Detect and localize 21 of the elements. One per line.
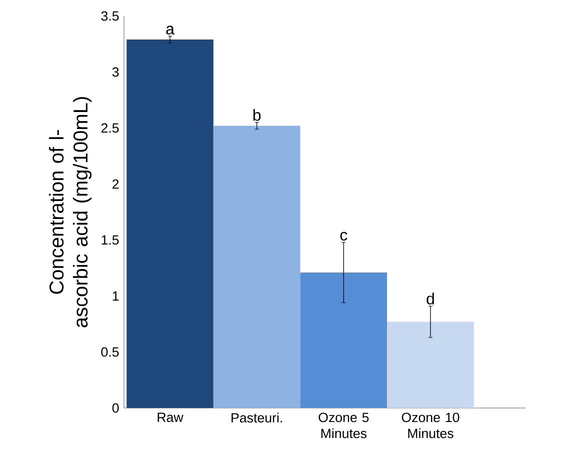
x-tick-label: Ozone 5 Minutes — [318, 412, 369, 438]
bar — [387, 322, 474, 408]
y-tick-label: 3.5 — [101, 11, 119, 21]
y-tick-label: 0 — [112, 403, 119, 413]
annotation: b — [253, 109, 261, 121]
bar — [300, 272, 388, 408]
x-tick-label: Pasteuri. — [232, 412, 282, 422]
y-tick-label: 2 — [112, 179, 119, 189]
annotation: d — [426, 292, 434, 304]
bar — [213, 126, 300, 408]
annotation: a — [166, 26, 174, 35]
bar — [126, 40, 214, 408]
y-tick-label: 2.5 — [101, 123, 119, 133]
x-tick-label: Raw — [158, 412, 184, 422]
y-axis-title: Concentration of l-ascorbic acid (mg/100mL) — [48, 97, 92, 328]
y-tick-label: 1.5 — [102, 235, 119, 245]
y-tick-label: 1 — [112, 291, 119, 301]
y-tick-label: 3 — [112, 67, 119, 77]
x-tick-label: Ozone 10 Minutes — [402, 412, 460, 438]
y-tick-label: 0.5 — [101, 347, 119, 357]
annotation: c — [340, 232, 348, 241]
